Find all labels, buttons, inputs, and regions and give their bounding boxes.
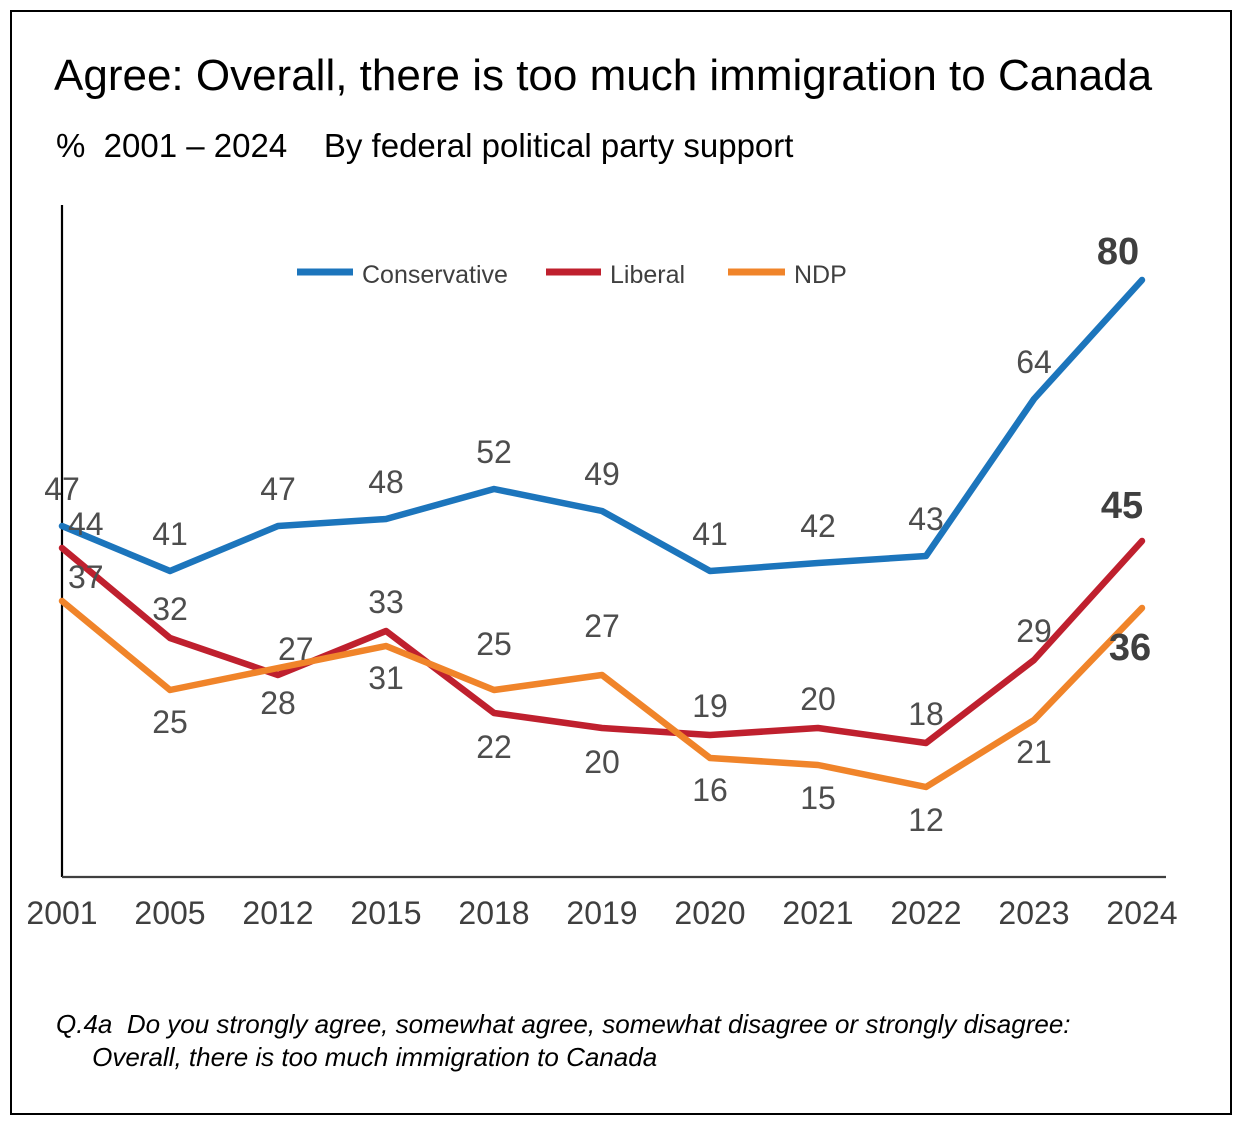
svg-text:28: 28 (260, 685, 296, 721)
svg-text:12: 12 (908, 802, 944, 838)
svg-text:21: 21 (1016, 734, 1052, 770)
svg-text:2001: 2001 (26, 895, 97, 931)
svg-text:25: 25 (476, 626, 512, 662)
svg-text:31: 31 (368, 660, 404, 696)
svg-text:52: 52 (476, 434, 512, 470)
svg-text:41: 41 (152, 516, 188, 552)
svg-text:32: 32 (152, 591, 188, 627)
svg-text:2005: 2005 (134, 895, 205, 931)
svg-text:2018: 2018 (458, 895, 529, 931)
svg-text:2023: 2023 (998, 895, 1069, 931)
svg-text:42: 42 (800, 508, 836, 544)
svg-text:15: 15 (800, 780, 836, 816)
svg-text:2012: 2012 (242, 895, 313, 931)
svg-text:36: 36 (1109, 627, 1151, 669)
svg-text:80: 80 (1097, 231, 1139, 273)
svg-text:27: 27 (584, 608, 620, 644)
svg-text:48: 48 (368, 464, 404, 500)
svg-text:2020: 2020 (674, 895, 745, 931)
svg-text:29: 29 (1016, 613, 1052, 649)
svg-text:19: 19 (692, 688, 728, 724)
svg-text:37: 37 (68, 559, 104, 595)
svg-text:47: 47 (260, 471, 296, 507)
svg-text:2019: 2019 (566, 895, 637, 931)
svg-text:NDP: NDP (794, 261, 847, 289)
svg-text:25: 25 (152, 704, 188, 740)
svg-text:43: 43 (908, 501, 944, 537)
svg-text:2024: 2024 (1106, 895, 1177, 931)
svg-text:Conservative: Conservative (362, 261, 508, 289)
svg-text:2021: 2021 (782, 895, 853, 931)
svg-text:Liberal: Liberal (610, 261, 685, 289)
svg-text:47: 47 (44, 471, 80, 507)
svg-text:27: 27 (278, 631, 314, 667)
svg-text:2015: 2015 (350, 895, 421, 931)
svg-text:18: 18 (908, 696, 944, 732)
svg-text:33: 33 (368, 584, 404, 620)
svg-text:20: 20 (800, 681, 836, 717)
svg-text:44: 44 (68, 506, 104, 542)
svg-text:45: 45 (1101, 485, 1143, 527)
svg-text:64: 64 (1016, 344, 1052, 380)
svg-text:22: 22 (476, 729, 512, 765)
svg-text:41: 41 (692, 516, 728, 552)
svg-text:20: 20 (584, 744, 620, 780)
svg-text:49: 49 (584, 456, 620, 492)
svg-text:2022: 2022 (890, 895, 961, 931)
svg-text:16: 16 (692, 772, 728, 808)
